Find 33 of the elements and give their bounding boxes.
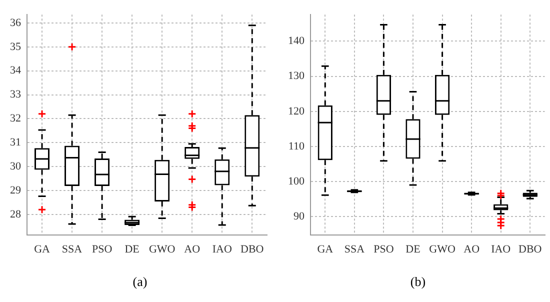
y-tick-label: 110: [288, 140, 305, 152]
y-tick-label: 120: [288, 105, 305, 118]
x-tick-label: DBO: [518, 243, 542, 256]
x-tick-label: GA: [317, 243, 334, 256]
x-tick-label: PSO: [92, 243, 112, 256]
x-tick-label: SSA: [62, 243, 82, 256]
y-tick-label: 36: [10, 16, 22, 29]
x-tick-label: IAO: [212, 243, 232, 256]
y-tick-label: 34: [10, 64, 22, 77]
x-tick-label: AO: [184, 243, 200, 256]
x-tick-label: AO: [464, 243, 480, 256]
text: (b): [409, 274, 427, 290]
x-tick-label: GA: [34, 243, 50, 256]
y-tick-label: 100: [288, 175, 305, 188]
y-tick-label: 31: [10, 136, 21, 149]
y-tick-label: 140: [288, 35, 305, 48]
y-tick-label: 30: [10, 160, 22, 172]
y-tick-label: 35: [10, 40, 22, 53]
x-tick-label: IAO: [491, 243, 511, 256]
x-tick-label: DE: [124, 243, 140, 256]
x-tick-label: DBO: [240, 243, 264, 256]
y-tick-label: 130: [288, 70, 305, 82]
x-tick-label: GWO: [429, 243, 456, 256]
x-tick-label: PSO: [374, 243, 394, 256]
y-tick-label: 29: [10, 184, 22, 196]
x-tick-label: DE: [406, 243, 421, 256]
y-tick-label: 33: [10, 88, 22, 101]
text: (a): [132, 274, 148, 290]
x-tick-label: SSA: [344, 243, 365, 256]
y-tick-label: 90: [294, 210, 305, 222]
y-tick-label: 28: [10, 208, 22, 220]
x-tick-label: GWO: [148, 243, 176, 256]
y-tick-label: 32: [10, 112, 21, 125]
